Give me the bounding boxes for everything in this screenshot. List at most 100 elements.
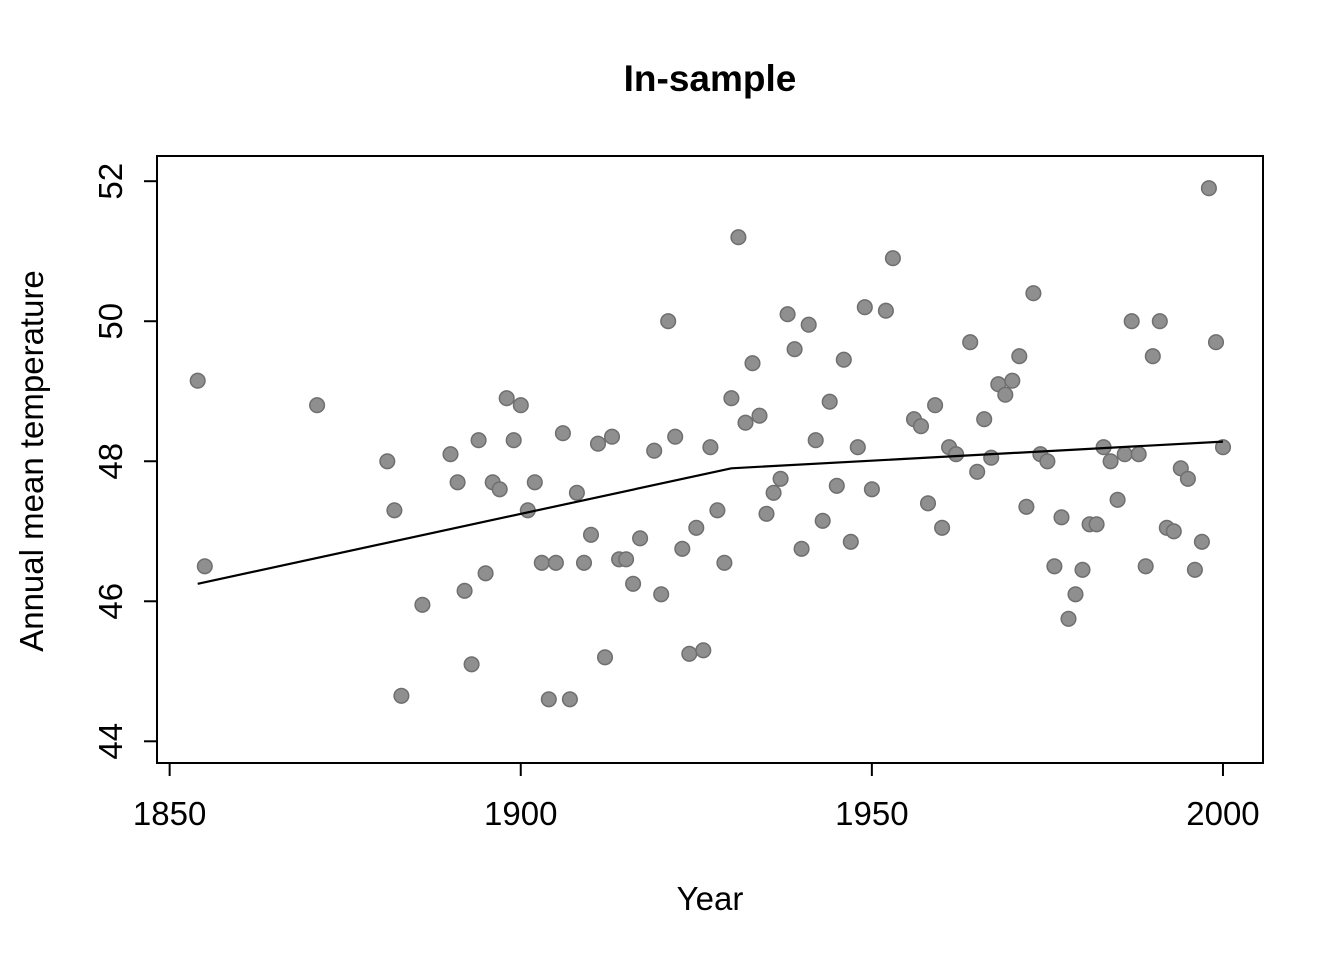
data-point (1116, 446, 1133, 463)
data-point (1109, 491, 1126, 508)
data-point (919, 495, 937, 512)
data-point (596, 649, 614, 666)
data-point (1130, 446, 1147, 463)
data-point (1060, 610, 1077, 627)
data-point (1207, 334, 1225, 351)
data-point (1074, 561, 1091, 578)
data-point (561, 691, 578, 708)
data-point (646, 442, 663, 459)
data-point (969, 463, 986, 480)
data-point (1102, 453, 1119, 470)
data-point (821, 393, 838, 410)
data-point (309, 397, 326, 414)
x-tick-label: 1950 (835, 795, 908, 832)
data-point (716, 554, 733, 571)
data-point (681, 645, 698, 662)
data-point (1137, 558, 1154, 575)
data-point (779, 306, 796, 323)
data-point (1123, 313, 1140, 330)
x-axis-label: Year (676, 880, 744, 917)
data-point (948, 446, 965, 463)
y-tick-label: 52 (92, 163, 129, 200)
data-point (1193, 533, 1210, 550)
chart-title: In-sample (623, 58, 797, 99)
data-point (884, 250, 901, 267)
data-point (456, 582, 473, 599)
data-point (1039, 453, 1056, 470)
data-point (1018, 498, 1035, 515)
data-point (962, 334, 979, 351)
data-point (379, 453, 396, 470)
data-point (414, 596, 431, 613)
data-point (526, 474, 543, 491)
data-point (1025, 285, 1042, 302)
data-point (582, 526, 600, 543)
data-point (196, 558, 213, 575)
data-point (997, 386, 1014, 403)
data-point (1053, 509, 1070, 526)
data-point (863, 481, 880, 498)
data-point (828, 477, 845, 494)
data-point (470, 432, 487, 449)
data-point (772, 470, 789, 487)
data-point (737, 414, 754, 431)
data-point (540, 691, 557, 708)
y-axis-label: Annual mean temperature (13, 270, 50, 652)
data-point (547, 554, 564, 571)
data-point (1200, 180, 1217, 197)
data-point (856, 299, 873, 316)
data-point (1088, 516, 1105, 533)
data-point (927, 397, 944, 414)
data-point (674, 540, 691, 557)
data-point (603, 428, 621, 445)
y-tick-label: 48 (92, 443, 129, 480)
data-point (1179, 470, 1196, 487)
data-point (575, 554, 593, 571)
data-point (1214, 439, 1232, 456)
data-point (660, 313, 677, 330)
x-tick-label: 1850 (133, 795, 206, 832)
data-point (1186, 561, 1203, 578)
data-point (1165, 523, 1182, 540)
data-point (912, 418, 930, 435)
data-point (744, 355, 761, 372)
data-point (189, 372, 206, 389)
data-point (554, 425, 571, 442)
data-point (618, 551, 635, 568)
data-point (849, 439, 866, 456)
y-tick-label: 46 (92, 583, 129, 620)
plot-box (156, 155, 1264, 764)
data-point (709, 502, 726, 519)
data-point (983, 449, 1000, 466)
data-point (386, 502, 403, 519)
data-point (842, 533, 859, 550)
data-point (688, 519, 705, 536)
data-point (934, 519, 951, 536)
data-point (1046, 558, 1063, 575)
data-point (533, 554, 550, 571)
data-point (449, 474, 466, 491)
data-point (786, 341, 803, 358)
data-point (800, 316, 817, 333)
data-point (463, 656, 480, 673)
data-point (1151, 313, 1168, 330)
data-point (807, 432, 824, 449)
data-point (589, 435, 607, 452)
y-tick-label: 44 (92, 723, 129, 760)
data-point (751, 407, 768, 424)
x-tick-label: 2000 (1186, 795, 1259, 832)
trend-line (197, 440, 1224, 585)
data-point (477, 565, 494, 582)
data-point (667, 428, 684, 445)
data-point (793, 540, 810, 557)
data-point (491, 481, 508, 498)
data-point (758, 505, 775, 522)
data-point (765, 484, 782, 501)
data-point (653, 586, 670, 603)
data-point (877, 302, 894, 319)
data-point (1004, 372, 1021, 389)
data-point (625, 575, 642, 592)
data-point (730, 229, 747, 246)
x-tick-label: 1900 (484, 795, 557, 832)
